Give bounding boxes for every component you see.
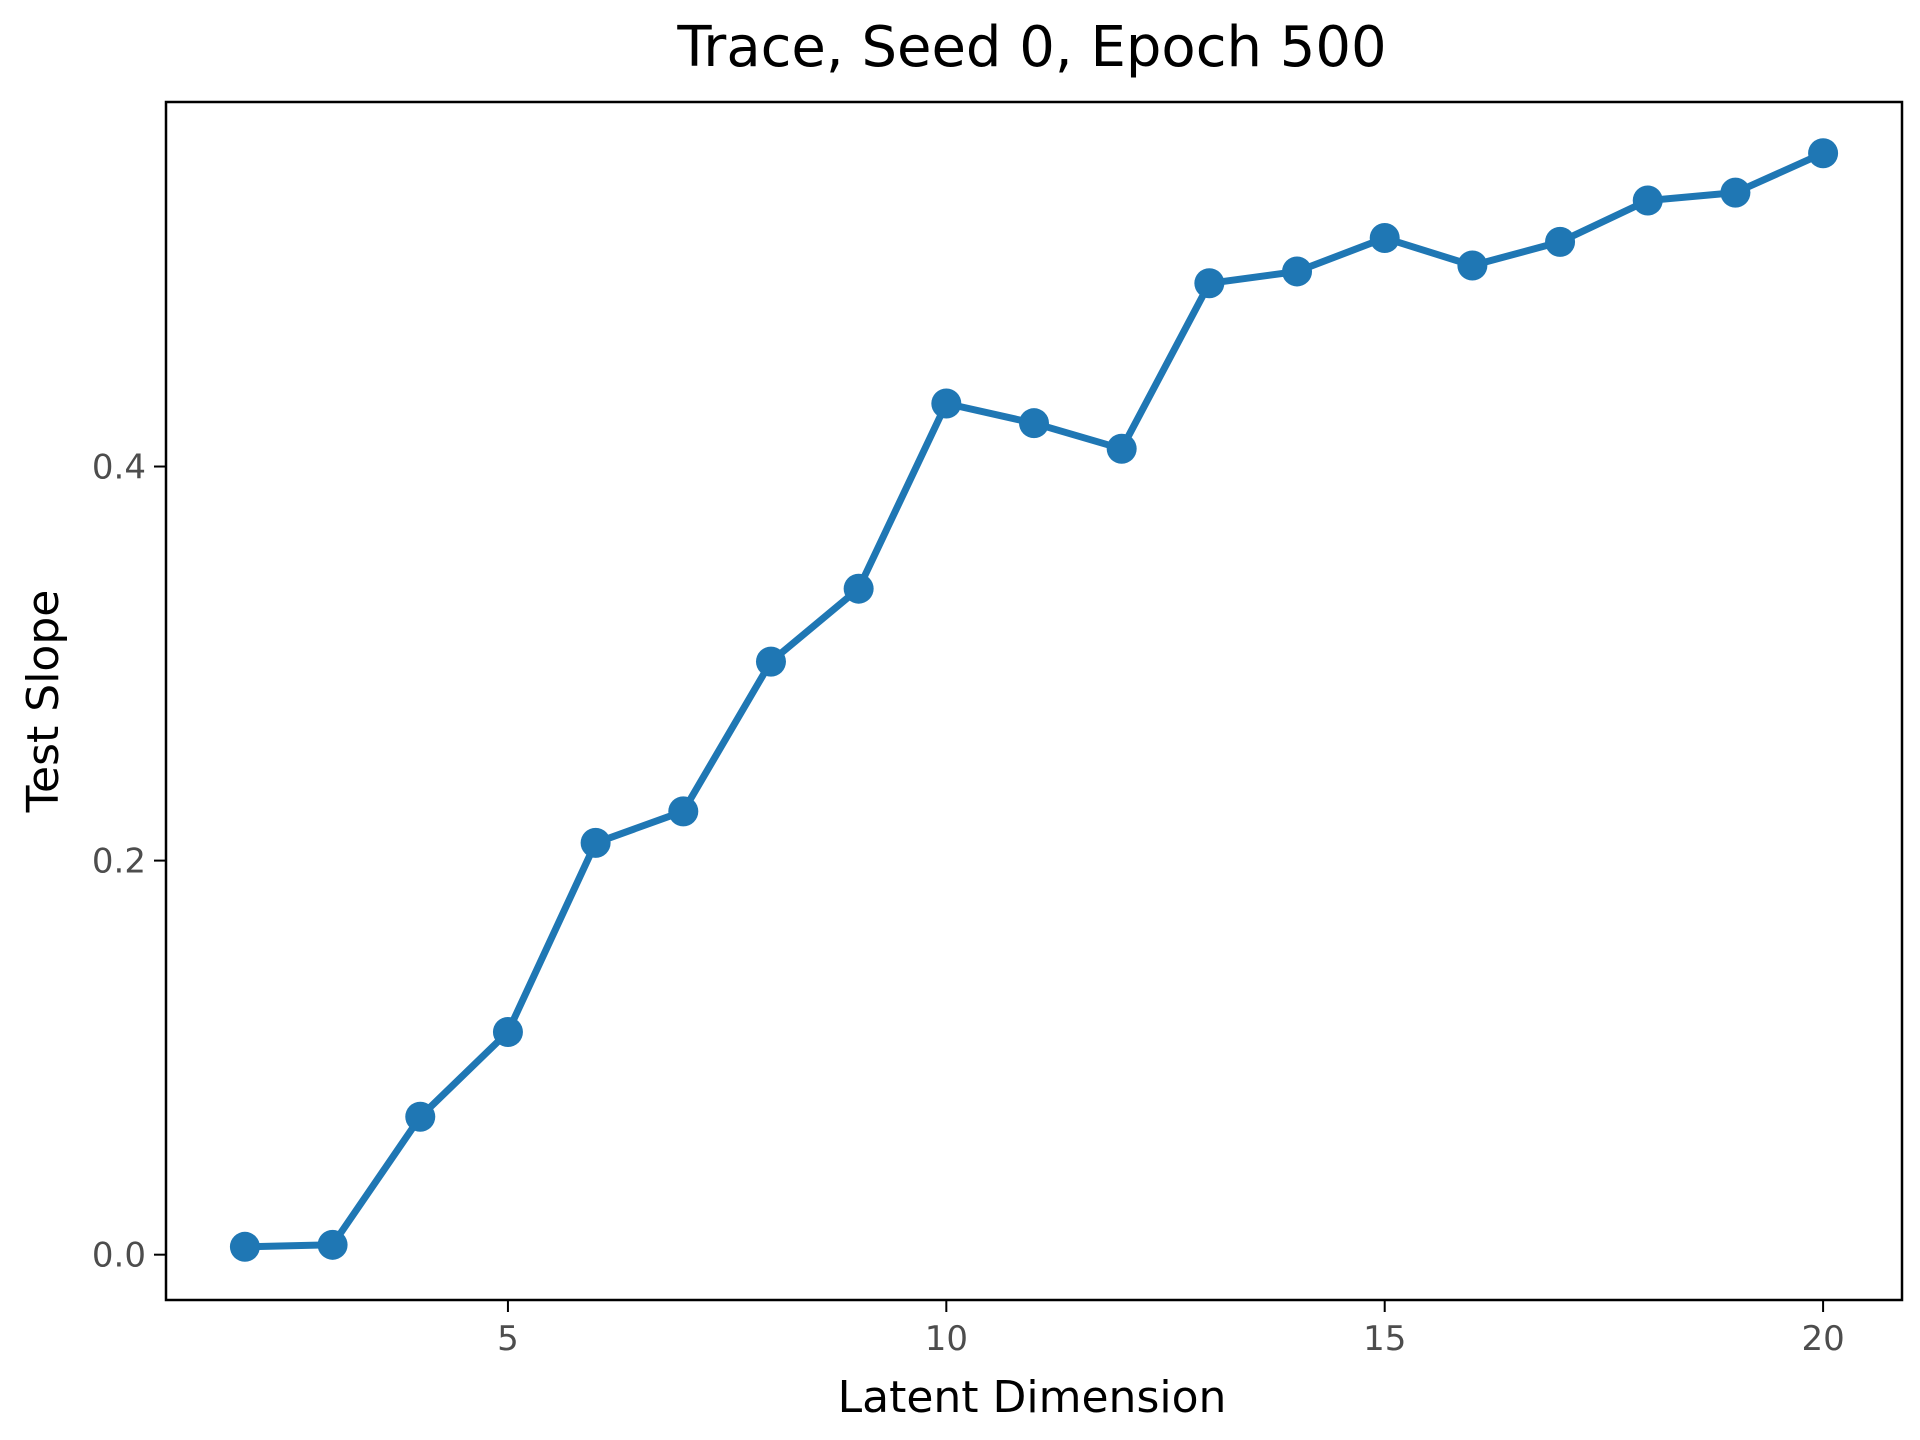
data-point bbox=[1545, 226, 1576, 257]
data-point bbox=[755, 646, 786, 677]
series-line bbox=[241, 149, 1827, 1251]
plot-frame bbox=[164, 100, 1904, 1302]
data-point bbox=[668, 796, 699, 827]
data-point bbox=[1808, 138, 1839, 169]
data-point bbox=[405, 1101, 436, 1132]
data-point bbox=[317, 1229, 348, 1260]
y-axis: 0.0 0.2 0.4 bbox=[92, 448, 166, 1276]
data-point bbox=[1194, 268, 1225, 299]
data-point bbox=[492, 1017, 523, 1048]
y-tick-label: 0.4 bbox=[92, 448, 146, 488]
data-point bbox=[843, 573, 874, 604]
data-point bbox=[229, 1231, 260, 1262]
y-axis-label: Test Slope bbox=[18, 590, 69, 814]
data-point bbox=[1632, 185, 1663, 216]
y-tick-label: 0.0 bbox=[92, 1236, 146, 1276]
data-point bbox=[1457, 250, 1488, 281]
data-point bbox=[1369, 222, 1400, 253]
series-layer bbox=[229, 138, 1839, 1262]
x-tick-label: 15 bbox=[1363, 1319, 1406, 1359]
x-tick-label: 5 bbox=[497, 1319, 519, 1359]
x-tick-label: 20 bbox=[1801, 1319, 1844, 1359]
x-axis-label: Latent Dimension bbox=[838, 1372, 1227, 1423]
data-point bbox=[1019, 408, 1049, 439]
data-point bbox=[1720, 177, 1751, 208]
x-axis: 5 10 15 20 bbox=[497, 1300, 1845, 1359]
data-point bbox=[931, 388, 962, 419]
x-tick-label: 10 bbox=[925, 1319, 968, 1359]
chart-title: Trace, Seed 0, Epoch 500 bbox=[676, 15, 1386, 80]
data-point bbox=[1106, 433, 1137, 464]
data-point bbox=[580, 827, 611, 858]
data-point bbox=[1282, 256, 1313, 287]
y-tick-label: 0.2 bbox=[92, 842, 146, 882]
